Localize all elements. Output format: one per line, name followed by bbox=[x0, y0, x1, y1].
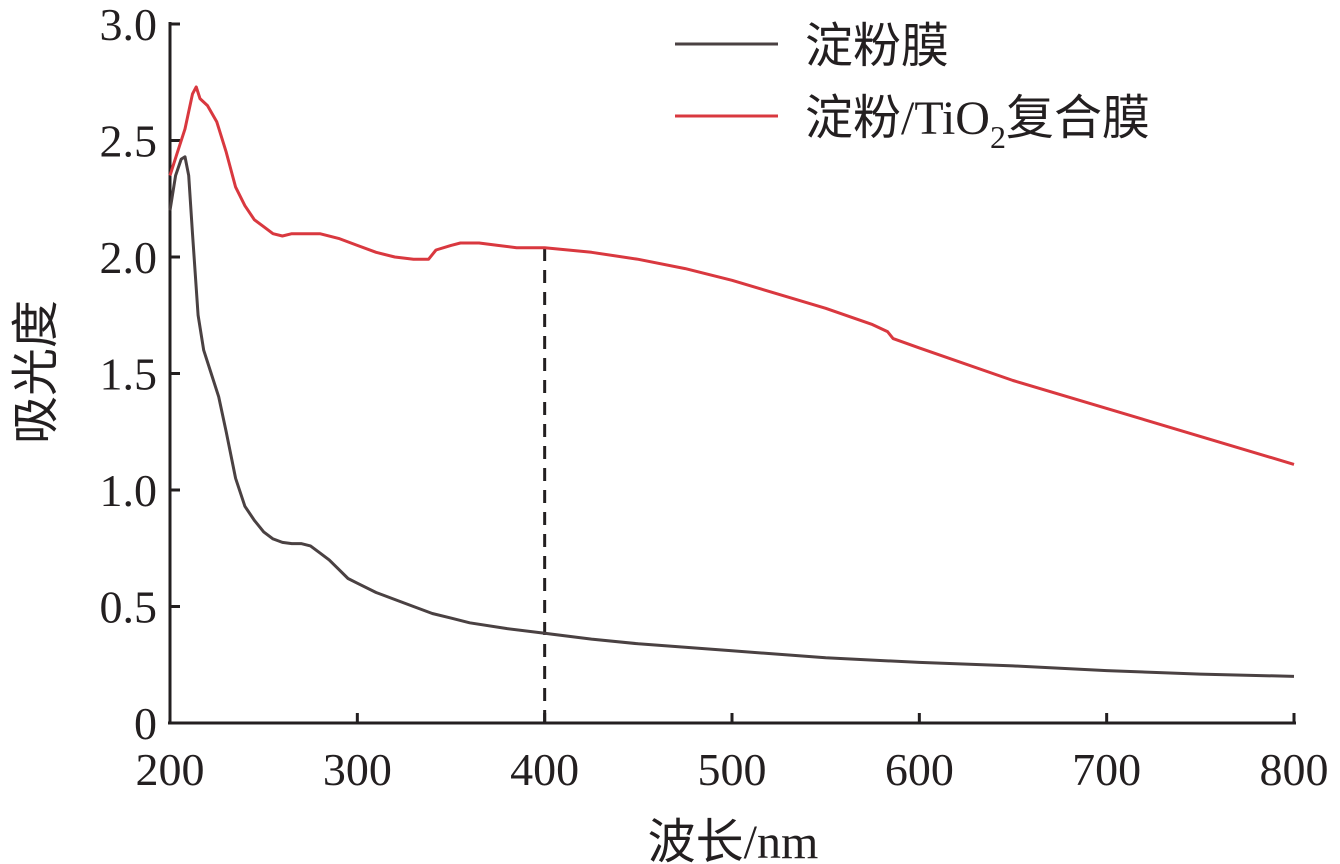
x-tick-label: 600 bbox=[885, 744, 954, 795]
x-tick-label: 800 bbox=[1260, 744, 1329, 795]
series-line-0 bbox=[168, 155, 1295, 678]
y-tick-label: 0.5 bbox=[100, 582, 158, 633]
x-axis-title: 波长/nm bbox=[648, 816, 819, 864]
legend-label-1: 淀粉/TiO2复合膜 bbox=[805, 92, 1150, 155]
y-axis-title: 吸光度 bbox=[10, 300, 63, 444]
y-tick-label: 1.5 bbox=[100, 349, 158, 400]
legend-label-0: 淀粉膜 bbox=[805, 20, 949, 73]
y-tick-label: 2.5 bbox=[100, 116, 158, 167]
x-tick-label: 300 bbox=[323, 744, 392, 795]
x-tick-label: 700 bbox=[1072, 744, 1141, 795]
y-tick-label: 2.0 bbox=[100, 232, 158, 283]
tick-group: 200 300 400 500 600 700 800 0 0.5 1.0 1.5 2.0 2.5 3.0 bbox=[100, 0, 1329, 795]
y-tick-label: 0 bbox=[134, 698, 157, 749]
x-tick-label: 200 bbox=[136, 744, 205, 795]
y-tick-label: 1.0 bbox=[100, 465, 158, 516]
series-group bbox=[168, 85, 1295, 678]
series-line-1 bbox=[168, 85, 1295, 466]
x-tick-label: 500 bbox=[698, 744, 767, 795]
x-tick-label: 400 bbox=[510, 744, 579, 795]
y-tick-label: 3.0 bbox=[100, 0, 158, 50]
